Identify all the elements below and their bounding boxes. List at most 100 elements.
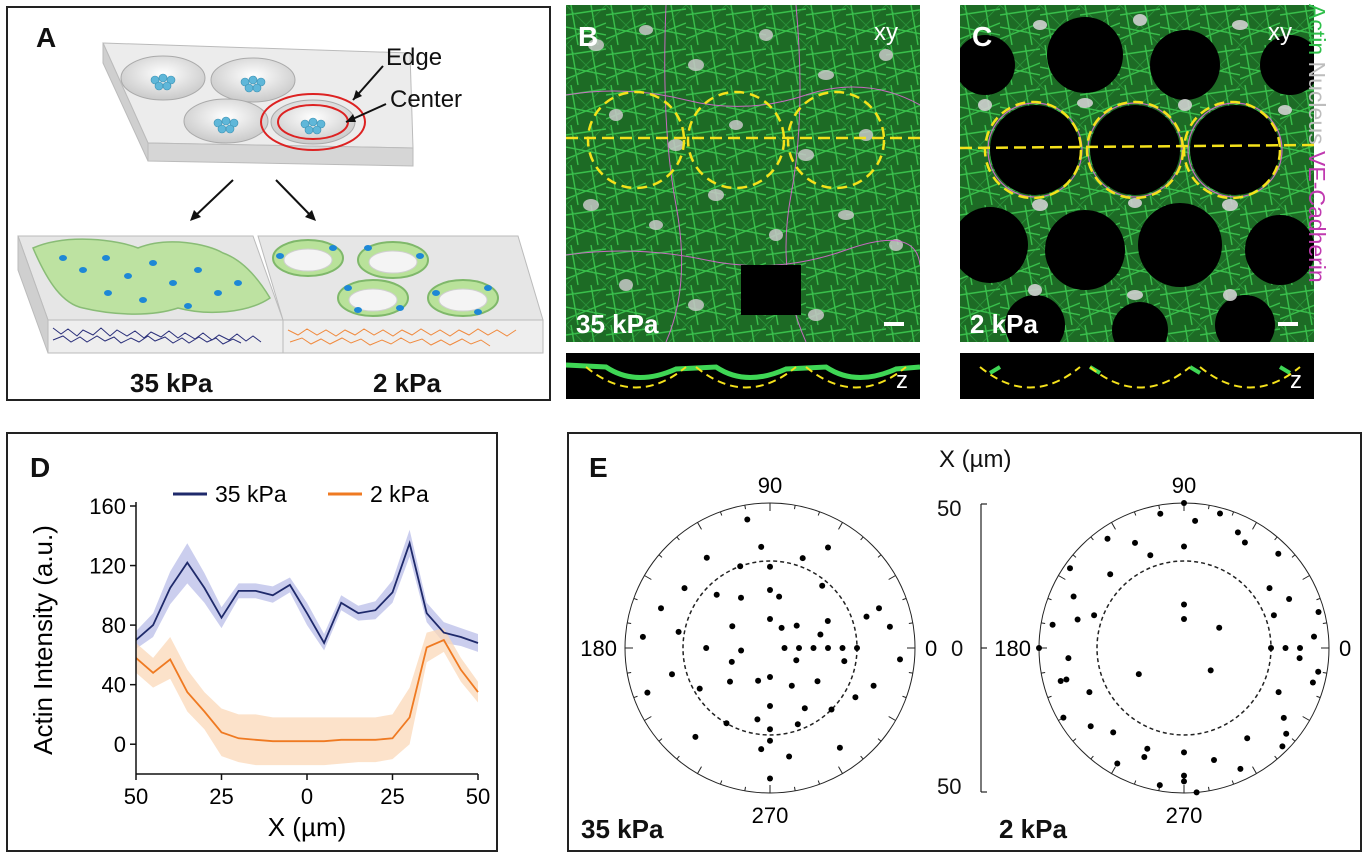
polar-point [1141, 754, 1148, 760]
y-tick-label: 40 [102, 673, 126, 698]
panel-c-stiffness-label: 2 kPa [970, 309, 1038, 339]
polar-tick [793, 505, 796, 510]
polar-tick [1041, 671, 1046, 674]
stain-legend: Actin Nucleus VE-Cadherin [1304, 4, 1362, 356]
polar-point [825, 544, 831, 551]
polar-tick [697, 766, 702, 774]
polar-tick [1158, 505, 1161, 510]
polar-tick [902, 695, 907, 699]
polar-tick [1252, 522, 1257, 530]
polar-tick [1291, 738, 1296, 742]
polar-point [1279, 743, 1286, 750]
polar-tick [1207, 505, 1210, 510]
panel-e-box: E X (µm) 90 180 0 270 90 180 0 270 35 kPa 2 kPa… [567, 432, 1362, 852]
panel-b-view-label: xy [874, 19, 898, 46]
series-line-1 [135, 638, 479, 743]
edge-label: Edge [386, 44, 443, 71]
polar-point [1280, 714, 1287, 721]
well-outlines [983, 100, 1282, 200]
polar-tick [860, 755, 864, 760]
polar-point [799, 555, 806, 562]
polar-point [781, 645, 788, 651]
polar-point [754, 716, 761, 723]
polar-point [727, 678, 733, 685]
polar-tick [1302, 716, 1310, 721]
lumen-voids [960, 17, 1314, 342]
polar-tick [1058, 575, 1066, 580]
polar-tick [877, 554, 882, 558]
polar-tick [1274, 536, 1278, 541]
angle-label-180: 180 [994, 636, 1031, 661]
polar-point [1107, 571, 1114, 578]
legend-ve-cadherin: VE-Cadherin [1304, 151, 1330, 283]
polar-tick [902, 597, 907, 601]
y-axis-label: Actin Intensity (a.u.) [28, 525, 58, 755]
polar-point [852, 694, 859, 701]
polar-point [681, 585, 688, 592]
polar-point [897, 656, 903, 663]
nuclei [978, 14, 1292, 301]
stiff-fiber-network [52, 327, 262, 345]
center-label: Center [390, 86, 463, 113]
polar-point [828, 706, 835, 713]
panel-c-letter: C [972, 21, 993, 52]
angle-label-90: 90 [758, 473, 782, 498]
scale-bar [884, 322, 904, 326]
polar-tick [1047, 695, 1052, 699]
polar-tick [1111, 522, 1116, 530]
edge-ring [260, 93, 366, 151]
polar-tick [1302, 575, 1310, 580]
polar-point [1181, 772, 1187, 779]
angle-label-90: 90 [1172, 473, 1196, 498]
polar-tick [644, 575, 652, 580]
panel-a-box: A [6, 6, 551, 401]
polar-point [1057, 678, 1064, 684]
polar-point [738, 594, 744, 601]
polar-point [1283, 730, 1290, 737]
polar-point [755, 677, 762, 684]
polar-point [767, 563, 773, 570]
polar-right-label: 2 kPa [999, 814, 1067, 844]
x-tick-label: 50 [466, 784, 490, 809]
actin-network [960, 5, 1314, 342]
polar-point [1311, 633, 1317, 640]
polar-point [758, 543, 765, 550]
angle-label-0: 0 [925, 636, 937, 661]
panel-c-view-label: xy [1268, 19, 1292, 46]
well-plate-schematic [17, 42, 544, 354]
polar-point [658, 605, 664, 612]
polar-point [1244, 735, 1251, 742]
legend-label-1: 2 kPa [370, 481, 429, 507]
polar-point [1181, 616, 1187, 622]
x-tick-label: 0 [301, 784, 313, 809]
soft-fiber-network [287, 328, 517, 347]
polar-point [1104, 535, 1111, 542]
polar-tick [1041, 622, 1046, 625]
y-tick-label: 0 [114, 732, 126, 757]
polar-tick [1322, 622, 1327, 625]
well-outlines [586, 90, 886, 190]
polar-point [1192, 517, 1199, 524]
plate-left [102, 42, 149, 162]
angle-label-180: 180 [580, 636, 617, 661]
polar-point [738, 647, 745, 654]
polar-point [794, 721, 801, 728]
polar-point [1114, 760, 1121, 767]
polar-point [788, 682, 795, 689]
polar-point [814, 678, 821, 685]
polar-point [692, 733, 699, 740]
polar-tick [1252, 766, 1257, 774]
polar-tick [676, 536, 680, 541]
polar-point [1091, 612, 1098, 619]
panel-b-letter: B [578, 21, 599, 52]
polar-point [1181, 601, 1187, 608]
polar-tick [1111, 766, 1116, 774]
polar-distribution-chart: 90 180 0 270 90 180 0 270 [580, 473, 1351, 828]
polar-point [723, 720, 730, 727]
polar-tick [793, 786, 796, 791]
polar-tick [633, 597, 638, 601]
polar-point [1286, 596, 1293, 602]
polar-point [836, 744, 843, 751]
polar-point [1268, 645, 1274, 651]
stiff-nuclei [59, 255, 242, 309]
